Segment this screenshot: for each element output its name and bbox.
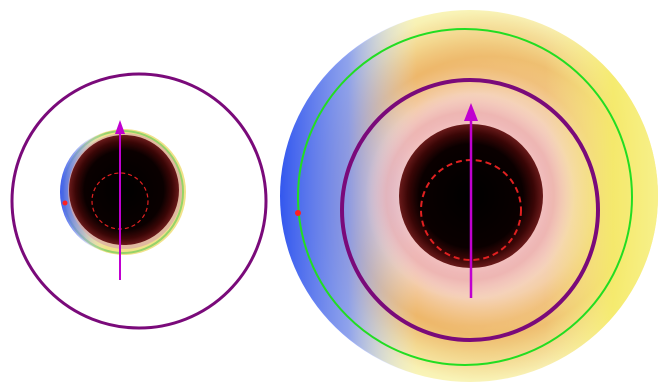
right-purple-ring: [340, 78, 600, 342]
right-panel: [280, 10, 660, 382]
left-outer-ring: [10, 72, 268, 330]
right-marker-dot: [295, 210, 301, 216]
left-shadow-core: [69, 135, 179, 245]
right-green-ring: [297, 28, 633, 366]
left-marker-dot: [62, 200, 68, 206]
right-arrow-head: [464, 103, 478, 121]
left-panel: [10, 72, 268, 330]
left-arrow-head: [115, 120, 125, 134]
